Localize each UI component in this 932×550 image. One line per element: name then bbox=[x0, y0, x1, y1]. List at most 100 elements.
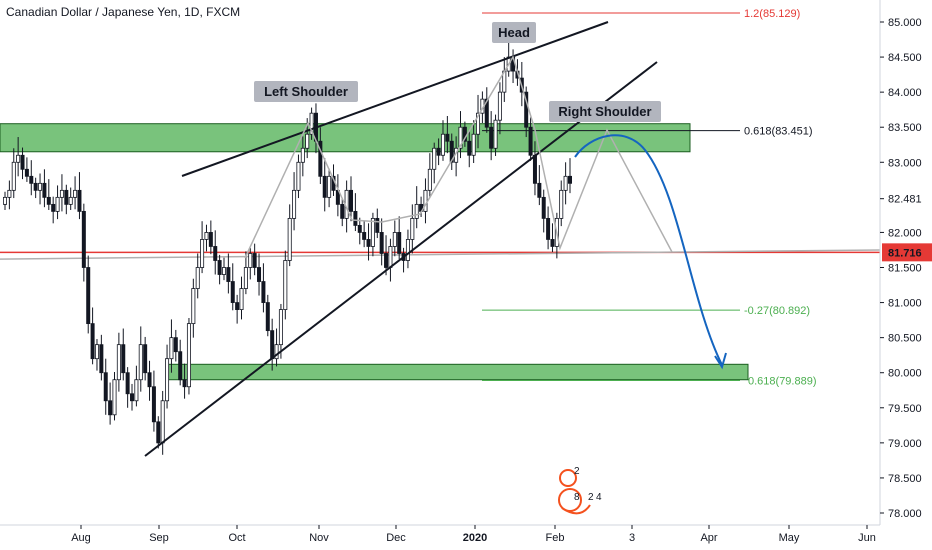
x-tick-label: Nov bbox=[309, 532, 329, 544]
candle-body bbox=[68, 196, 73, 205]
zones-layer bbox=[0, 123, 749, 381]
candle-body bbox=[186, 323, 191, 388]
fib-label-0-618-upper: 0.618(83.451) bbox=[744, 126, 813, 138]
y-tick-label: 79.500 bbox=[888, 403, 922, 415]
candle-body bbox=[563, 175, 568, 191]
candle-body bbox=[524, 91, 529, 128]
watermark-text: 2 bbox=[574, 466, 580, 477]
x-tick-label: Dec bbox=[386, 532, 406, 544]
watermark-logo: 28 2 4 bbox=[558, 466, 602, 515]
candle-body bbox=[309, 112, 314, 135]
candle-body bbox=[125, 372, 130, 395]
head-label-text: Head bbox=[498, 25, 530, 40]
candle-body bbox=[397, 232, 402, 254]
candle-body bbox=[484, 98, 489, 128]
candle-body bbox=[112, 379, 117, 416]
y-tick-label: 80.000 bbox=[888, 368, 922, 380]
candle-body bbox=[353, 210, 358, 226]
candle-body bbox=[388, 246, 393, 268]
candle-body bbox=[81, 210, 86, 268]
candle-body bbox=[51, 203, 56, 212]
candle-body bbox=[287, 217, 292, 261]
candle-body bbox=[7, 189, 12, 198]
candle-body bbox=[130, 393, 135, 402]
left-shoulder-label-text: Left Shoulder bbox=[264, 84, 348, 99]
candle-body bbox=[423, 189, 428, 212]
candle-body bbox=[121, 344, 126, 374]
head-label: Head bbox=[492, 22, 536, 43]
candle-body bbox=[195, 267, 200, 289]
candle-body bbox=[248, 253, 253, 268]
y-tick-label: 82.000 bbox=[888, 227, 922, 239]
candle-body bbox=[178, 351, 183, 381]
candle-body bbox=[305, 133, 310, 149]
right-shoulder-label-bg bbox=[549, 101, 661, 122]
candle-body bbox=[24, 168, 29, 177]
candle-body bbox=[318, 140, 323, 177]
candle-body bbox=[261, 281, 266, 303]
watermark-ring-bottom bbox=[558, 488, 582, 512]
candle-body bbox=[11, 161, 16, 191]
y-tick-label: 82.481 bbox=[888, 194, 922, 206]
candle-body bbox=[59, 189, 64, 198]
candle-body bbox=[379, 232, 384, 254]
candle-body bbox=[221, 267, 226, 275]
candle-body bbox=[147, 372, 152, 388]
candle-body bbox=[226, 267, 231, 282]
x-tick-label: Aug bbox=[71, 532, 91, 544]
head-label-bg bbox=[492, 22, 536, 43]
candle-body bbox=[528, 126, 533, 156]
candle-body bbox=[169, 337, 174, 360]
candle-body bbox=[252, 253, 257, 268]
candle-body bbox=[151, 386, 156, 423]
candle-body bbox=[414, 203, 419, 219]
candle-body bbox=[99, 344, 104, 374]
fib-label-neg-0-27: -0.27(80.892) bbox=[744, 305, 810, 317]
watermark-swoosh bbox=[561, 504, 591, 515]
lines-layer bbox=[0, 12, 881, 382]
x-tick-label: 2020 bbox=[463, 532, 487, 544]
candle-body bbox=[46, 196, 51, 205]
candle-body bbox=[3, 196, 8, 205]
y-tick-label: 81.500 bbox=[888, 263, 922, 275]
candle-body bbox=[200, 239, 205, 268]
candle-body bbox=[349, 189, 354, 212]
candle-body bbox=[537, 182, 542, 198]
candle-body bbox=[156, 421, 161, 444]
y-tick-label: 84.500 bbox=[888, 52, 922, 64]
neckline-gray bbox=[0, 249, 881, 260]
x-tick-label: Sep bbox=[149, 532, 169, 544]
candle-body bbox=[160, 400, 165, 444]
candle-body bbox=[235, 302, 240, 310]
watermark-text: 2 bbox=[588, 492, 594, 503]
candle-body bbox=[449, 140, 454, 163]
candle-body bbox=[208, 232, 213, 247]
candle-body bbox=[77, 189, 82, 212]
candle-body bbox=[432, 147, 437, 170]
candle-body bbox=[64, 189, 69, 205]
fib-label-0-618-lower: 0.618(79.889) bbox=[748, 376, 817, 388]
candle-body bbox=[384, 253, 389, 268]
candle-body bbox=[410, 217, 415, 240]
candle-body bbox=[471, 133, 476, 156]
candle-body bbox=[173, 337, 178, 353]
y-tick-label: 81.000 bbox=[888, 298, 922, 310]
candle-body bbox=[42, 182, 47, 198]
candle-body bbox=[191, 288, 196, 325]
candle-body bbox=[550, 239, 555, 247]
candle-body bbox=[138, 344, 143, 381]
candle-body bbox=[204, 232, 209, 240]
candle-body bbox=[436, 147, 441, 156]
supply-zone bbox=[0, 123, 691, 153]
projection-arrow bbox=[574, 134, 723, 366]
candle-body bbox=[55, 196, 60, 212]
candle-body bbox=[143, 344, 148, 374]
x-tick-label: May bbox=[779, 532, 800, 544]
candle-body bbox=[73, 189, 78, 198]
candle-body bbox=[493, 119, 498, 149]
candle-body bbox=[322, 175, 327, 198]
candle-body bbox=[38, 182, 43, 191]
candle-body bbox=[340, 203, 345, 219]
watermark-ring-top bbox=[559, 469, 577, 487]
